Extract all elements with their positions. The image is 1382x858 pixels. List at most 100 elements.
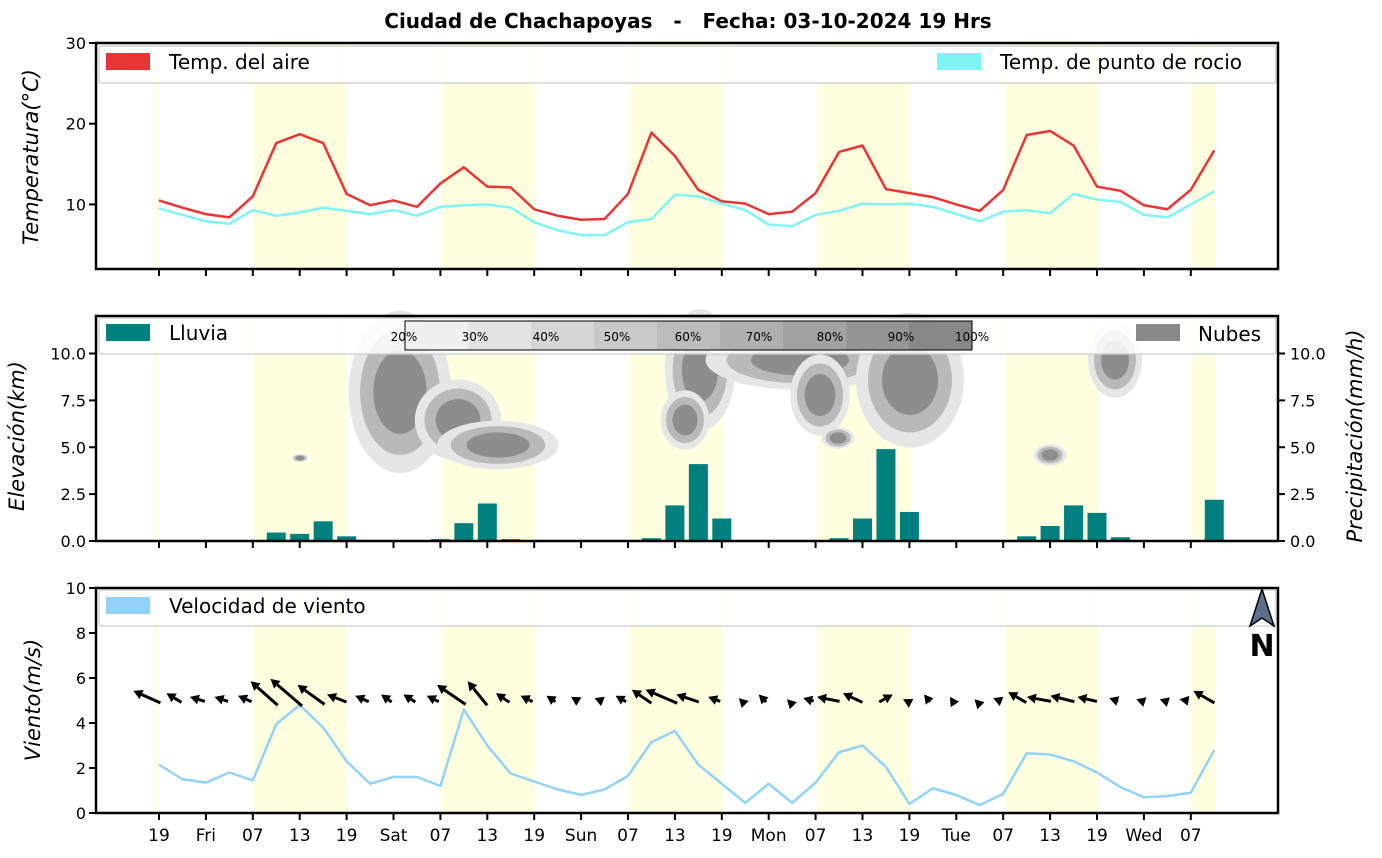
cloud-contour-inner [1042,449,1059,460]
wind-legend-swatch [106,597,150,614]
wind-arrow-head [1180,696,1190,706]
elevation-ytick-label: 2.5 [61,485,86,504]
wind-arrow [717,700,721,701]
temperature-ytick-label: 30 [66,34,86,53]
x-tick-label: 13 [476,826,498,846]
colorbar-label: 40% [533,330,560,344]
wind-arrow-head [759,695,769,705]
elevation-ytick-label: 7.5 [61,391,86,410]
dew-point-legend-swatch [937,53,981,70]
dew-point-legend-label: Temp. de punto de rocio [999,50,1242,74]
cloud-contour-inner [830,432,847,443]
temperature-ytick-label: 10 [66,195,86,214]
colorbar-label: 30% [462,330,489,344]
x-tick-label: 19 [523,826,545,846]
wind-ytick-label: 2 [76,759,86,778]
x-tick-label: Sun [565,826,597,846]
rain-bar [689,464,708,541]
precipitation-ytick-label: 7.5 [1290,391,1315,410]
wind-ytick-label: 6 [76,669,86,688]
colorbar-label: 60% [675,330,702,344]
rain-bar [712,519,731,542]
elevation-ytick-label: 10.0 [50,345,86,364]
wind-arrow-head [595,697,605,706]
temperature-ylabel: Temperatura(°C) [19,69,43,245]
north-label: N [1249,629,1274,664]
wind-arrow [174,698,181,702]
x-tick-label: Wed [1125,826,1162,846]
wind-arrow [765,701,766,702]
rain-bar [900,512,919,541]
x-tick-label: 19 [899,826,921,846]
rain-bar [876,449,895,541]
precipitation-ytick-label: 10.0 [1290,345,1326,364]
precipitation-ytick-label: 2.5 [1290,485,1315,504]
colorbar-label: 50% [604,330,631,344]
x-tick-label: Mon [751,826,787,846]
elevation-ytick-label: 5.0 [61,438,86,457]
wind-ytick-label: 8 [76,624,86,643]
wind-arrow-head [739,698,749,708]
x-tick-label: 07 [430,826,452,846]
rain-bar [1205,500,1224,541]
cloud-legend-label: Nubes [1198,322,1261,346]
temperature-ytick-label: 20 [66,115,86,134]
wind-arrow-head [803,696,813,706]
x-tick-label: Fri [196,826,216,846]
wind-arrow [812,701,814,702]
wind-legend-label: Velocidad de viento [169,594,366,618]
x-tick-label: 13 [289,826,311,846]
colorbar-label: 90% [888,330,915,344]
wind-arrow-head [950,697,959,707]
cloud-legend-swatch [1136,324,1180,341]
wind-arrow-head [1136,697,1146,706]
chart-title: Ciudad de Chachapoyas - Fecha: 03-10-202… [384,9,991,33]
wind-arrow-head [993,697,1003,706]
wind-arrow-head [924,695,934,705]
x-tick-label: 19 [336,826,358,846]
rain-bar [1041,526,1060,541]
x-tick-label: 13 [852,826,874,846]
cloud-contour-inner [672,405,697,436]
x-tick-label: 07 [805,826,827,846]
x-tick-label: Tue [941,826,971,846]
x-tick-label: 19 [1086,826,1108,846]
precipitation-ylabel: Precipitación(mm/h) [1343,329,1367,542]
wind-arrow [246,699,251,701]
rain-bar [1088,513,1107,541]
rain-bar [478,504,497,542]
x-tick-label: 07 [242,826,264,846]
wind-arrow [529,700,533,702]
wind-ytick-label: 0 [76,804,86,823]
x-tick-label: 07 [992,826,1014,846]
wind-arrow [363,699,368,701]
cloud-contour-inner [882,345,938,415]
air-temp-legend-swatch [106,53,150,70]
colorbar-label: 70% [746,330,773,344]
rain-bar [1064,505,1083,541]
precipitation-ytick-label: 5.0 [1290,438,1315,457]
wind-arrow [388,700,391,702]
elevation-ylabel: Elevación(km) [5,361,29,511]
wind-arrow-head [571,697,581,706]
rain-bar [314,521,333,541]
cloud-contour-inner [467,432,530,457]
wind-arrow [623,700,626,702]
rain-legend-swatch [106,324,150,341]
wind-arrow [199,699,205,701]
x-tick-label: 13 [1039,826,1061,846]
wind-ylabel: Viento(m/s) [21,639,45,761]
colorbar-label: 100% [955,330,989,344]
wind-ytick-label: 4 [76,714,86,733]
wind-arrow [435,700,439,702]
rain-legend-label: Lluvia [169,321,228,345]
colorbar-label: 80% [817,330,844,344]
rain-bar [853,519,872,542]
cloud-contour-inner [296,456,304,460]
wind-arrow-head [975,699,985,709]
